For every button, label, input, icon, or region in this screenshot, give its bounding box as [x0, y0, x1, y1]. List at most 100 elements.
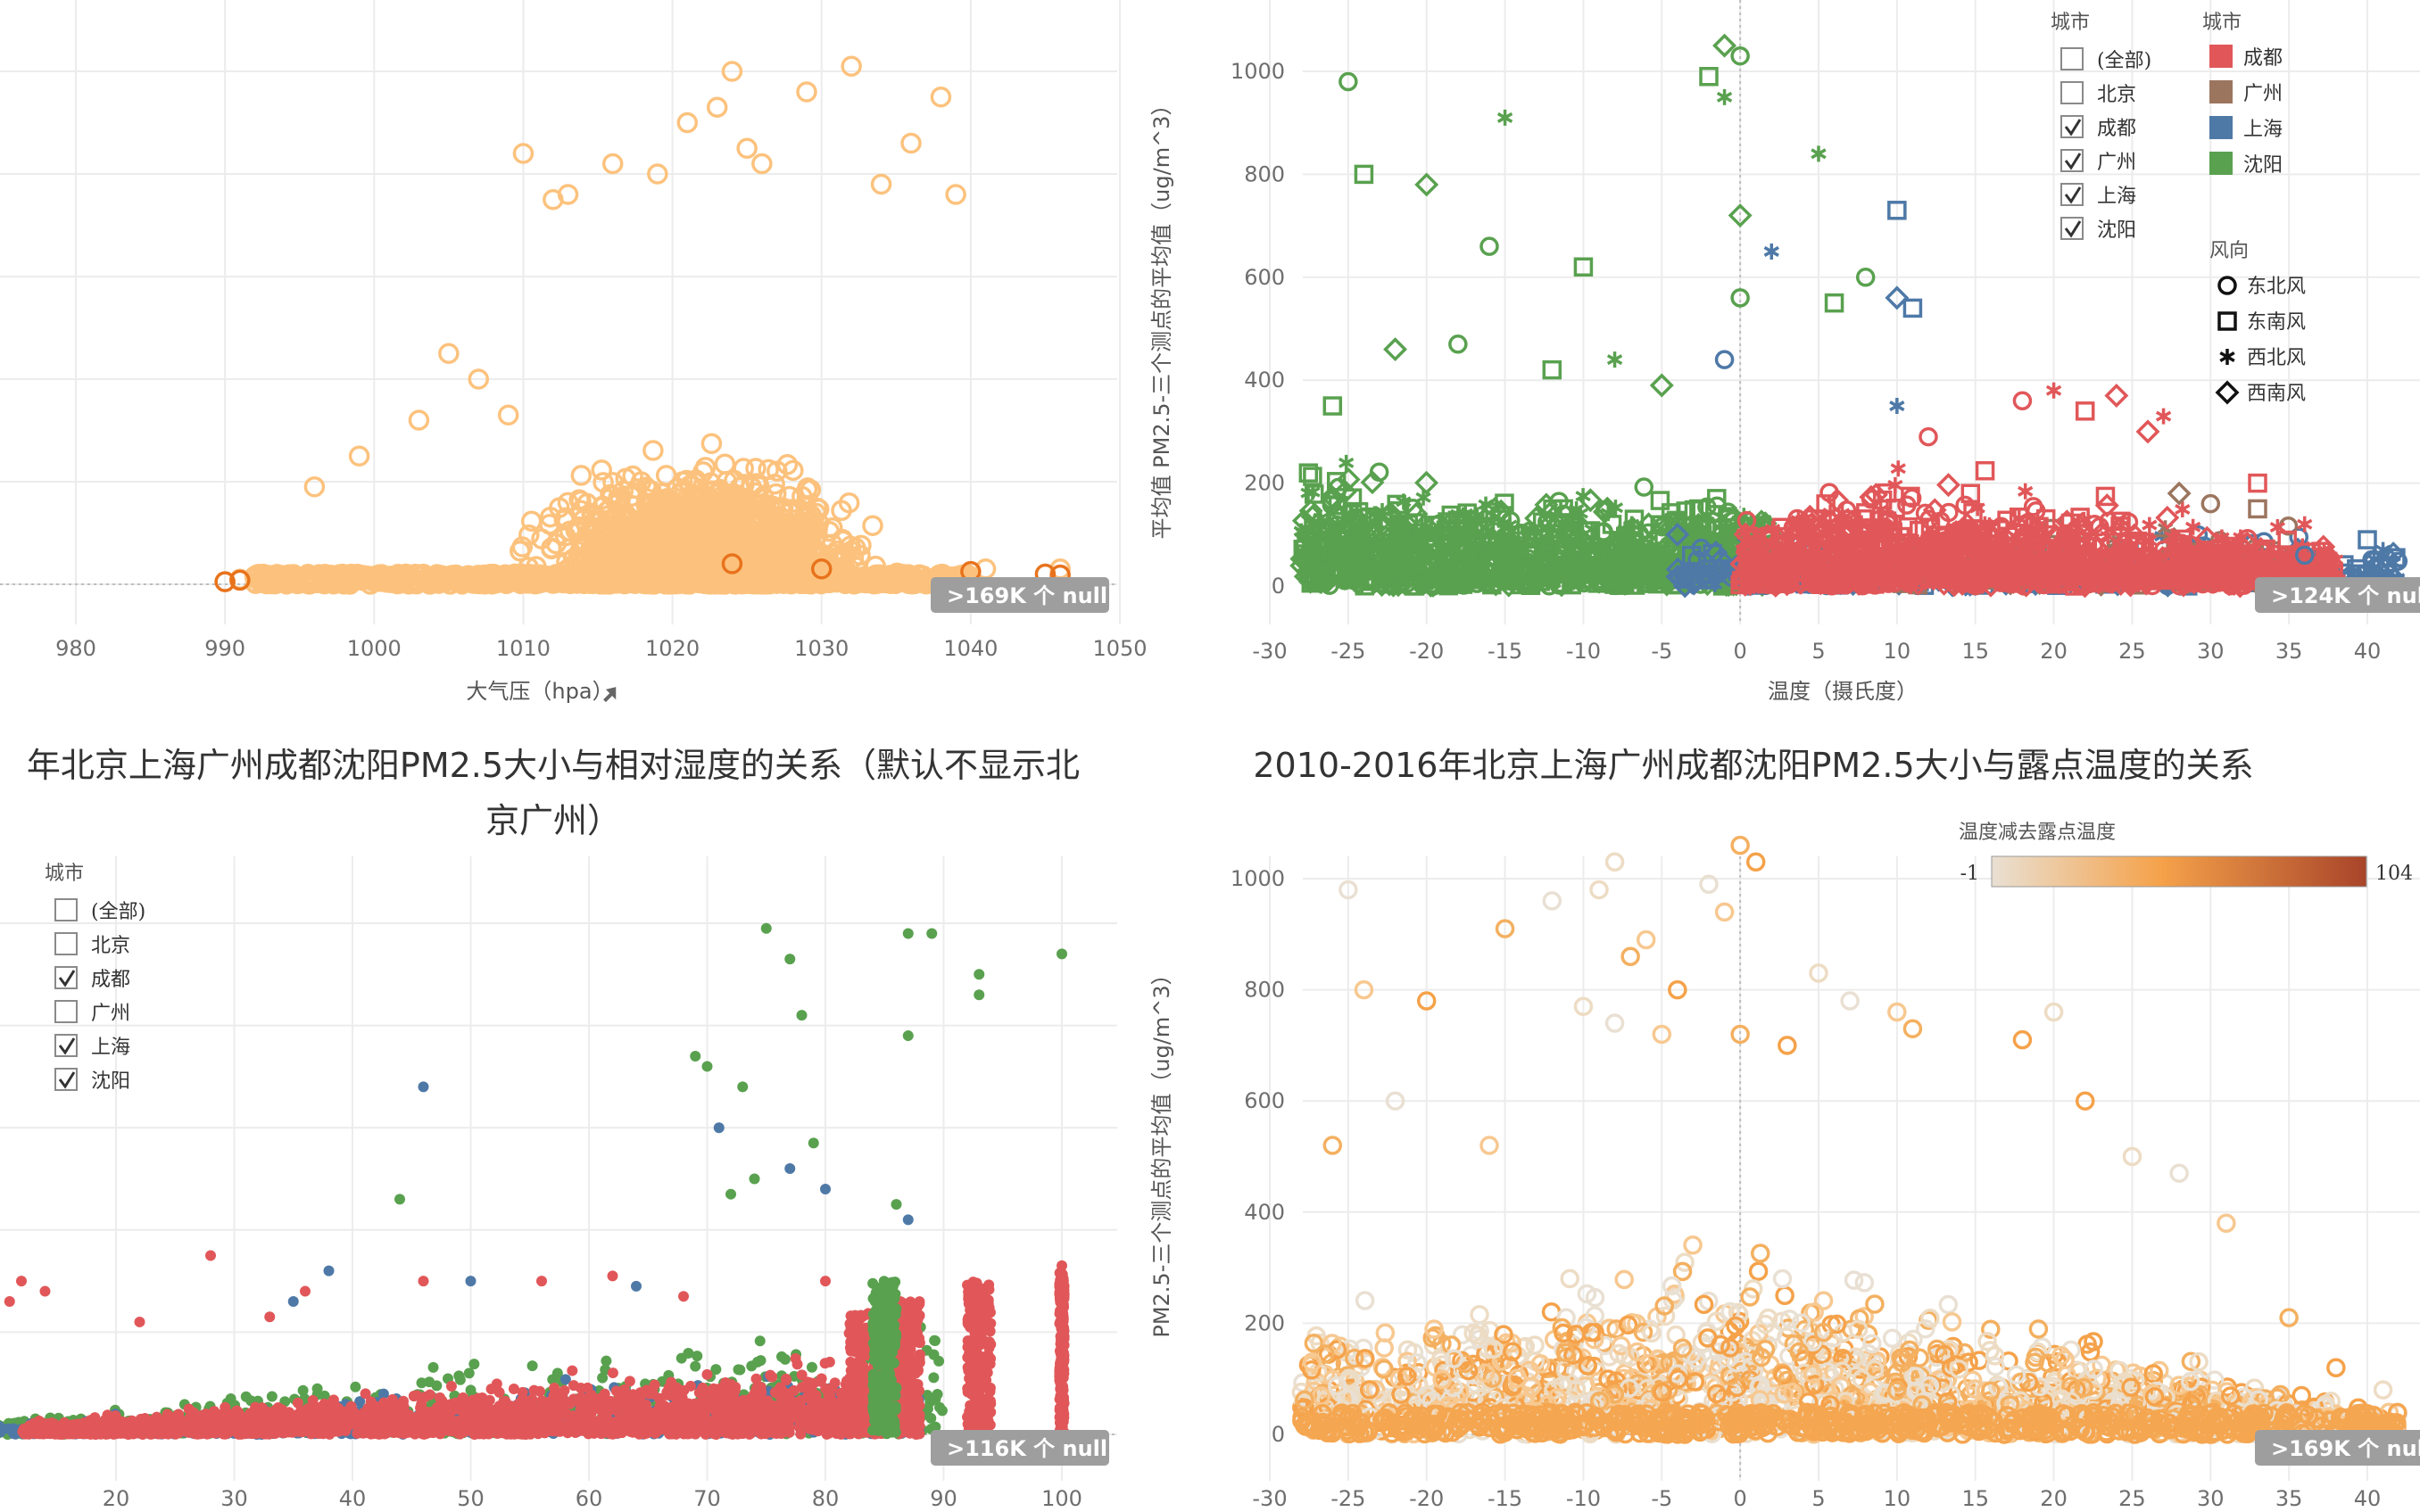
data-point [576, 492, 598, 515]
data-point [841, 55, 862, 77]
data-point [693, 541, 716, 563]
x-axis-label: 大气压（hpa） [466, 679, 613, 704]
null-badge-text: >169K 个 null [947, 583, 1107, 608]
data-point [539, 506, 561, 528]
data-point [591, 459, 612, 481]
data-point [630, 471, 652, 492]
tick-labels: 980 990 1000 1010 1020 1030 1040 1050 [55, 636, 1147, 661]
data-point [642, 525, 663, 546]
x-tick-label: -5 [1651, 639, 1672, 664]
data-point [628, 509, 650, 531]
data-point [719, 500, 741, 522]
data-point [679, 475, 700, 496]
data-point [803, 516, 825, 538]
data-point [705, 529, 726, 551]
y-tick-label: 0 [1272, 574, 1285, 599]
data-point [520, 510, 543, 533]
x-tick-label: 1020 [645, 636, 700, 661]
chart-temperature: -30 -25 -20 -15 -10 -5 0 5 10 15 20 25 30 35 400200400… [1149, 0, 2420, 704]
data-point [930, 87, 952, 108]
x-tick-label: 20 [2040, 639, 2068, 664]
data-point [541, 537, 562, 559]
x-tick-label: 10 [1884, 639, 1911, 664]
data-point [706, 96, 728, 118]
data-point [862, 515, 883, 536]
data-point [598, 537, 620, 559]
y-tick-label: 200 [1244, 471, 1285, 496]
gridlines [0, 0, 1121, 624]
x-tick-label: 35 [2275, 639, 2303, 664]
x-tick-label: 5 [1811, 639, 1825, 664]
data-point [772, 530, 794, 551]
x-tick-label: 25 [2118, 639, 2146, 664]
data-point [438, 343, 460, 364]
data-point [733, 458, 754, 479]
data-point [518, 524, 540, 546]
x-tick-label: 1000 [347, 636, 402, 661]
x-tick-label: 0 [1734, 639, 1747, 664]
x-tick-label: -20 [1409, 639, 1444, 664]
data-point [700, 433, 723, 454]
data-point [676, 112, 699, 134]
x-tick-label: -10 [1566, 639, 1601, 664]
data-point [945, 184, 966, 205]
y-tick-label: 800 [1244, 161, 1285, 186]
data-point [511, 536, 534, 558]
data-point [900, 132, 922, 154]
data-point [767, 460, 788, 482]
data-point [642, 440, 664, 461]
data-point [408, 409, 430, 431]
data-point [497, 404, 519, 426]
data-point [698, 486, 719, 508]
data-point [832, 528, 853, 550]
x-tick-label: 1040 [943, 636, 998, 661]
data-point [683, 516, 705, 537]
data-point [596, 500, 618, 522]
data-point [714, 530, 735, 552]
data-point [831, 500, 852, 522]
null-badge[interactable]: >169K 个 null [931, 577, 1109, 613]
data-point [568, 520, 591, 542]
data-point [751, 153, 773, 175]
x-tick-label: -25 [1330, 639, 1365, 664]
data-point [789, 511, 811, 533]
x-tick-label: 30 [2197, 639, 2225, 664]
x-tick-label: 1010 [496, 636, 551, 661]
series-points [1289, 33, 2408, 599]
data-point [796, 479, 818, 500]
data-point [692, 461, 714, 483]
data-point [796, 81, 817, 103]
data-point [348, 445, 370, 467]
data-point [664, 532, 685, 553]
x-tick-label: 15 [1961, 639, 1989, 664]
data-point [662, 540, 684, 562]
data-point [601, 153, 624, 175]
x-tick-label: 1030 [794, 636, 849, 661]
data-point [1634, 477, 1654, 497]
data-point [581, 516, 602, 538]
data-point [648, 544, 669, 566]
data-point [592, 495, 614, 516]
data-point [303, 476, 326, 498]
x-tick-label: -15 [1488, 639, 1522, 664]
data-point [1338, 454, 1355, 471]
x-tick-label: -30 [1252, 639, 1287, 664]
x-tick-label: 40 [2354, 639, 2382, 664]
data-point [775, 532, 796, 554]
data-point [870, 173, 892, 195]
x-tick-label: 990 [204, 636, 245, 661]
data-point [736, 137, 758, 159]
x-tick-label: 1050 [1092, 636, 1147, 661]
y-tick-label: 600 [1244, 265, 1285, 290]
data-point [776, 454, 799, 475]
series-points [214, 55, 1071, 595]
data-point [2142, 516, 2158, 533]
data-point [555, 507, 576, 529]
data-point [570, 465, 593, 486]
y-tick-label: 1000 [1231, 59, 1285, 84]
data-point [783, 459, 804, 482]
data-point [714, 453, 736, 475]
y-tick-label: 400 [1244, 368, 1285, 392]
data-point [2018, 483, 2034, 500]
